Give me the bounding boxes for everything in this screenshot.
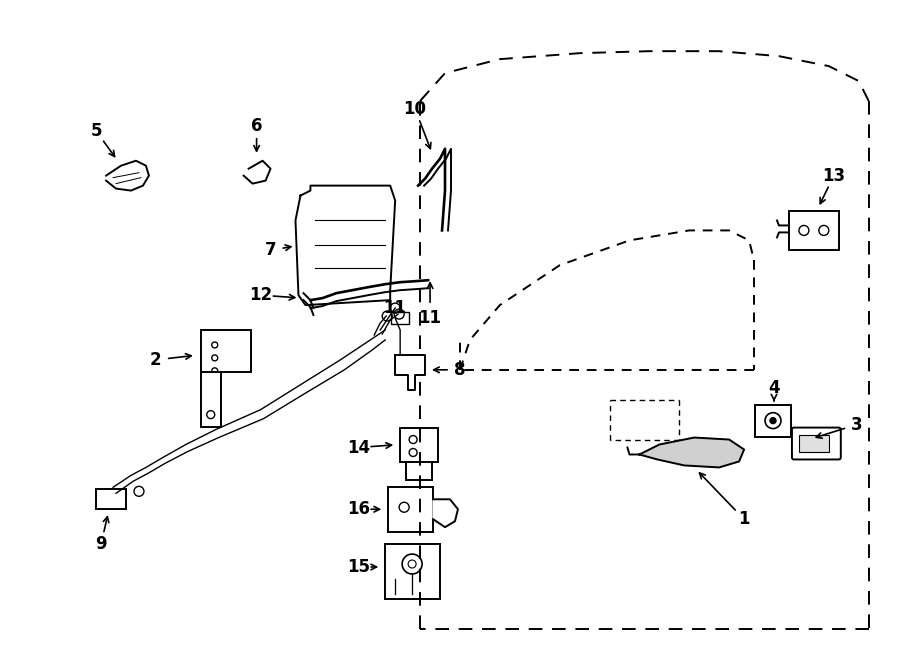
- Text: 14: 14: [346, 438, 370, 457]
- Bar: [392, 312, 410, 324]
- Text: 8: 8: [454, 361, 465, 379]
- FancyBboxPatch shape: [792, 428, 841, 459]
- Text: 13: 13: [823, 167, 845, 184]
- Text: 11: 11: [418, 309, 442, 327]
- Text: 2: 2: [150, 351, 162, 369]
- Bar: [406, 463, 432, 481]
- Polygon shape: [639, 438, 744, 467]
- Circle shape: [770, 418, 776, 424]
- Text: 1: 1: [738, 510, 750, 528]
- Text: 6: 6: [251, 117, 262, 135]
- Text: 15: 15: [346, 558, 370, 576]
- Polygon shape: [106, 161, 148, 190]
- Bar: [400, 428, 438, 463]
- Text: 9: 9: [95, 535, 107, 553]
- Bar: [201, 330, 250, 372]
- Bar: [755, 405, 791, 436]
- Text: 7: 7: [265, 241, 276, 259]
- Text: 16: 16: [346, 500, 370, 518]
- Bar: [789, 210, 839, 251]
- Text: 10: 10: [403, 100, 427, 118]
- Bar: [96, 489, 126, 509]
- Text: 11: 11: [383, 299, 407, 317]
- Bar: [385, 544, 440, 599]
- Polygon shape: [433, 499, 458, 527]
- Text: 4: 4: [769, 379, 779, 397]
- Text: 3: 3: [850, 416, 862, 434]
- Polygon shape: [244, 161, 271, 184]
- Text: 5: 5: [90, 122, 102, 140]
- Polygon shape: [395, 355, 425, 390]
- Polygon shape: [295, 186, 395, 305]
- Bar: [388, 487, 433, 532]
- Text: 12: 12: [249, 286, 272, 304]
- Bar: [201, 372, 220, 426]
- Bar: [799, 434, 829, 453]
